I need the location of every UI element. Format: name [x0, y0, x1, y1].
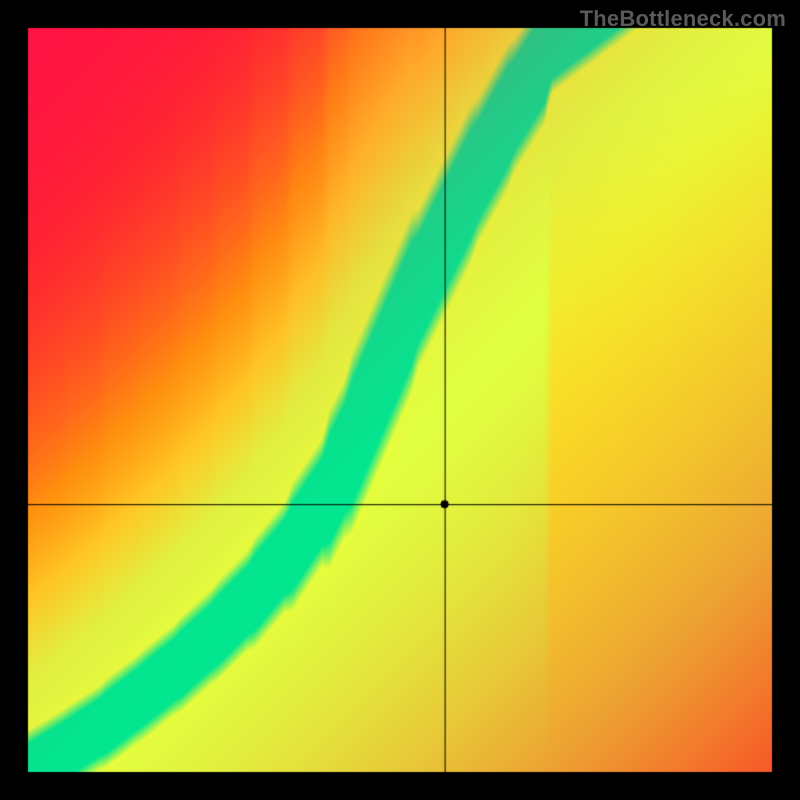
heatmap-canvas — [0, 0, 800, 800]
bottleneck-heatmap: TheBottleneck.com — [0, 0, 800, 800]
watermark-text: TheBottleneck.com — [580, 6, 786, 32]
